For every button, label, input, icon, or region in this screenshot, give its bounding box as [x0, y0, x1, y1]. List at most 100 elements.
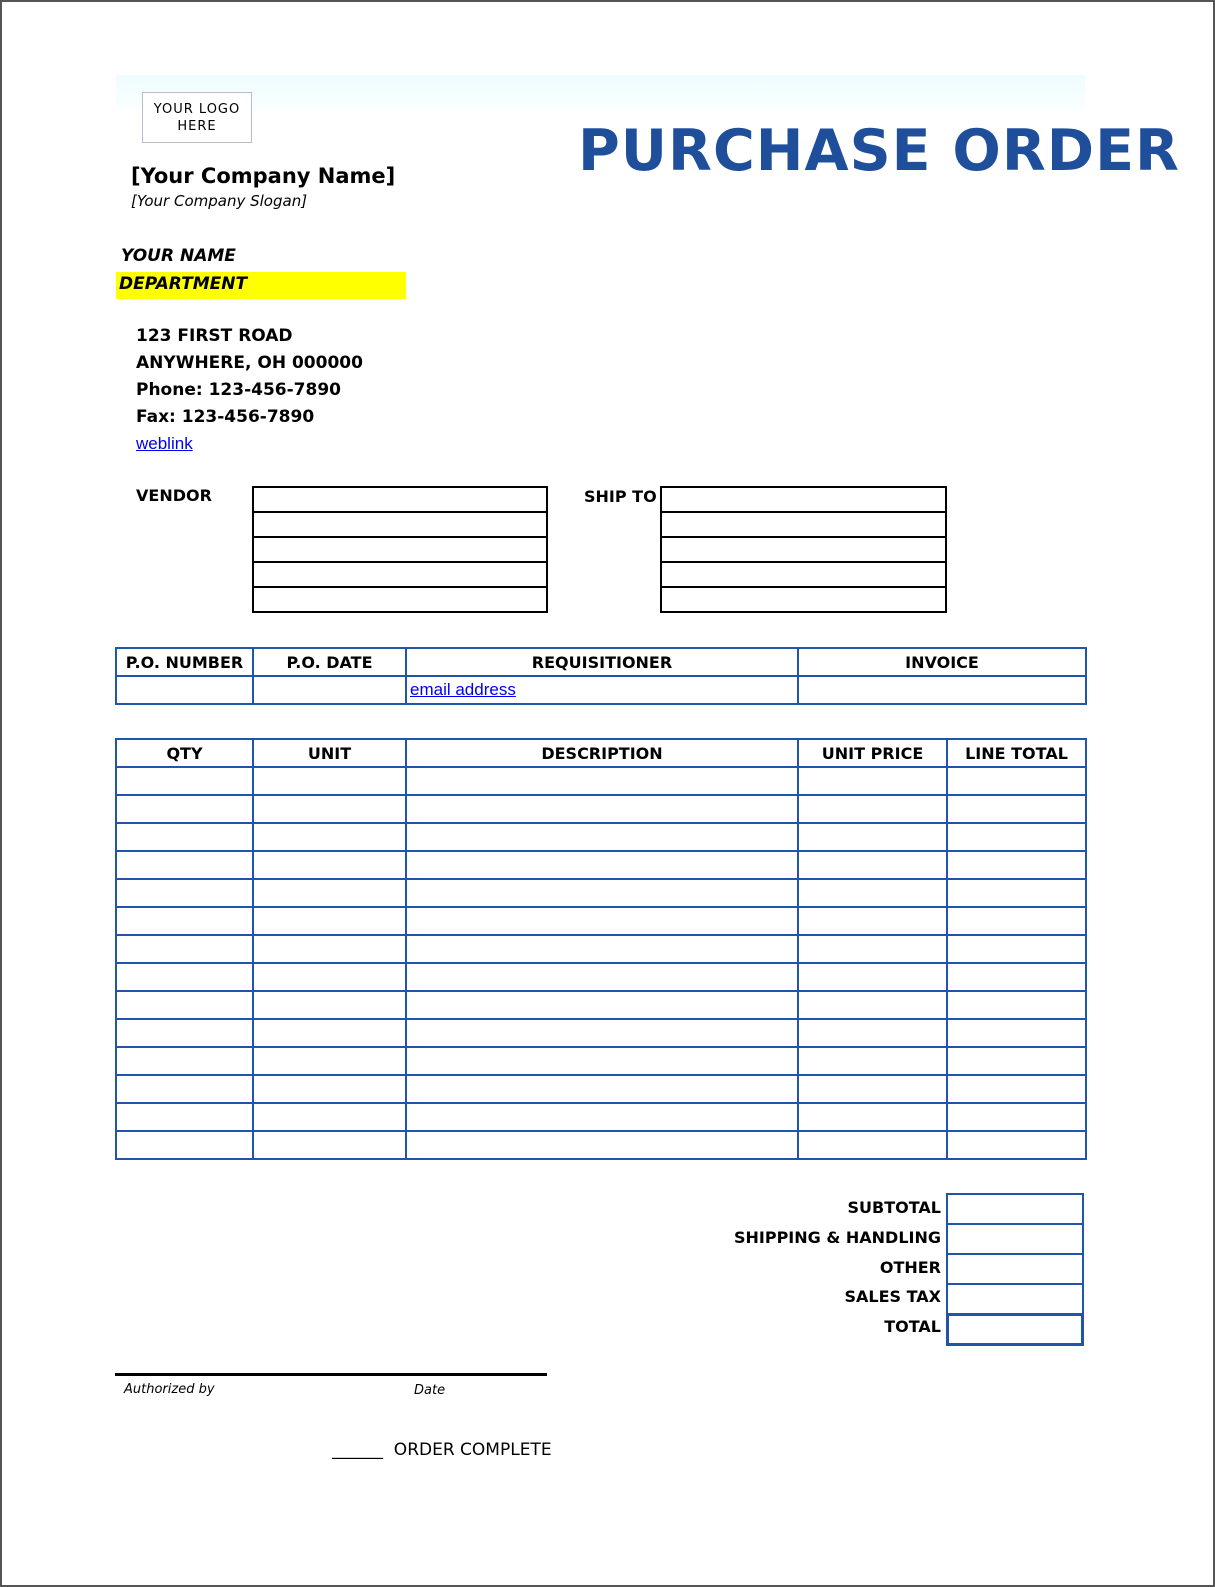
- description-cell[interactable]: [405, 794, 799, 824]
- description-cell[interactable]: [405, 1046, 799, 1076]
- qty-cell[interactable]: [115, 990, 254, 1020]
- unit-price-cell[interactable]: [797, 1074, 948, 1104]
- line-total-cell[interactable]: [946, 906, 1087, 936]
- line-total-cell[interactable]: [946, 766, 1087, 796]
- unit-price-cell[interactable]: [797, 906, 948, 936]
- po-number-header: P.O. NUMBER: [115, 647, 254, 677]
- ship-to-field[interactable]: [660, 536, 947, 563]
- vendor-field[interactable]: [252, 511, 548, 538]
- line-total-cell[interactable]: [946, 1102, 1087, 1132]
- po-number-cell[interactable]: [115, 675, 254, 705]
- line-total-cell[interactable]: [946, 850, 1087, 880]
- qty-cell[interactable]: [115, 1046, 254, 1076]
- unit-price-cell[interactable]: [797, 934, 948, 964]
- line-total-cell[interactable]: [946, 934, 1087, 964]
- qty-cell[interactable]: [115, 822, 254, 852]
- unit-cell[interactable]: [252, 850, 407, 880]
- ship-to-field[interactable]: [660, 561, 947, 588]
- line-total-cell[interactable]: [946, 1046, 1087, 1076]
- unit-price-cell[interactable]: [797, 1130, 948, 1160]
- description-cell[interactable]: [405, 1018, 799, 1048]
- qty-cell[interactable]: [115, 962, 254, 992]
- description-cell[interactable]: [405, 934, 799, 964]
- description-cell[interactable]: [405, 990, 799, 1020]
- sales-tax-field[interactable]: [946, 1283, 1084, 1315]
- sales-tax-label: SALES TAX: [844, 1287, 941, 1306]
- qty-cell[interactable]: [115, 766, 254, 796]
- weblink[interactable]: weblink: [136, 434, 193, 453]
- requisitioner-cell[interactable]: email address: [405, 675, 799, 705]
- ship-to-field[interactable]: [660, 586, 947, 613]
- qty-cell[interactable]: [115, 878, 254, 908]
- unit-cell[interactable]: [252, 822, 407, 852]
- description-cell[interactable]: [405, 906, 799, 936]
- unit-price-cell[interactable]: [797, 766, 948, 796]
- vendor-field[interactable]: [252, 486, 548, 513]
- unit-price-cell[interactable]: [797, 1046, 948, 1076]
- qty-cell[interactable]: [115, 906, 254, 936]
- description-cell[interactable]: [405, 766, 799, 796]
- table-row: [115, 1130, 1087, 1160]
- line-total-cell[interactable]: [946, 1018, 1087, 1048]
- qty-cell[interactable]: [115, 934, 254, 964]
- unit-cell[interactable]: [252, 1130, 407, 1160]
- qty-cell[interactable]: [115, 1018, 254, 1048]
- table-row: [115, 850, 1087, 880]
- vendor-field[interactable]: [252, 586, 548, 613]
- line-total-cell[interactable]: [946, 822, 1087, 852]
- description-cell[interactable]: [405, 850, 799, 880]
- line-total-cell[interactable]: [946, 962, 1087, 992]
- line-total-cell[interactable]: [946, 1074, 1087, 1104]
- unit-cell[interactable]: [252, 934, 407, 964]
- unit-price-cell[interactable]: [797, 962, 948, 992]
- ship-to-field[interactable]: [660, 511, 947, 538]
- description-cell[interactable]: [405, 1130, 799, 1160]
- description-cell[interactable]: [405, 1074, 799, 1104]
- unit-price-cell[interactable]: [797, 850, 948, 880]
- line-total-cell[interactable]: [946, 794, 1087, 824]
- unit-cell[interactable]: [252, 990, 407, 1020]
- po-date-cell[interactable]: [252, 675, 407, 705]
- unit-price-cell[interactable]: [797, 1102, 948, 1132]
- unit-price-cell[interactable]: [797, 990, 948, 1020]
- qty-cell[interactable]: [115, 850, 254, 880]
- line-total-cell[interactable]: [946, 1130, 1087, 1160]
- unit-price-cell[interactable]: [797, 878, 948, 908]
- qty-header: QTY: [115, 738, 254, 768]
- unit-cell[interactable]: [252, 1074, 407, 1104]
- qty-cell[interactable]: [115, 1102, 254, 1132]
- vendor-box: [252, 486, 548, 613]
- unit-price-cell[interactable]: [797, 822, 948, 852]
- description-cell[interactable]: [405, 1102, 799, 1132]
- qty-cell[interactable]: [115, 1130, 254, 1160]
- vendor-field[interactable]: [252, 536, 548, 563]
- line-total-cell[interactable]: [946, 878, 1087, 908]
- invoice-cell[interactable]: [797, 675, 1087, 705]
- ship-to-field[interactable]: [660, 486, 947, 513]
- total-field[interactable]: [946, 1313, 1084, 1346]
- unit-cell[interactable]: [252, 1018, 407, 1048]
- table-row: [115, 1046, 1087, 1076]
- qty-cell[interactable]: [115, 1074, 254, 1104]
- line-total-cell[interactable]: [946, 990, 1087, 1020]
- description-cell[interactable]: [405, 822, 799, 852]
- unit-cell[interactable]: [252, 1102, 407, 1132]
- subtotal-field[interactable]: [946, 1193, 1084, 1225]
- unit-cell[interactable]: [252, 794, 407, 824]
- unit-price-cell[interactable]: [797, 1018, 948, 1048]
- other-field[interactable]: [946, 1253, 1084, 1285]
- description-cell[interactable]: [405, 878, 799, 908]
- unit-cell[interactable]: [252, 1046, 407, 1076]
- email-link[interactable]: email address: [410, 680, 516, 699]
- unit-cell[interactable]: [252, 878, 407, 908]
- shipping-field[interactable]: [946, 1223, 1084, 1255]
- unit-cell[interactable]: [252, 766, 407, 796]
- description-cell[interactable]: [405, 962, 799, 992]
- company-name: [Your Company Name]: [131, 164, 396, 188]
- qty-cell[interactable]: [115, 794, 254, 824]
- unit-cell[interactable]: [252, 906, 407, 936]
- unit-price-cell[interactable]: [797, 794, 948, 824]
- vendor-field[interactable]: [252, 561, 548, 588]
- address-line-2: ANYWHERE, OH 000000: [136, 353, 363, 373]
- unit-cell[interactable]: [252, 962, 407, 992]
